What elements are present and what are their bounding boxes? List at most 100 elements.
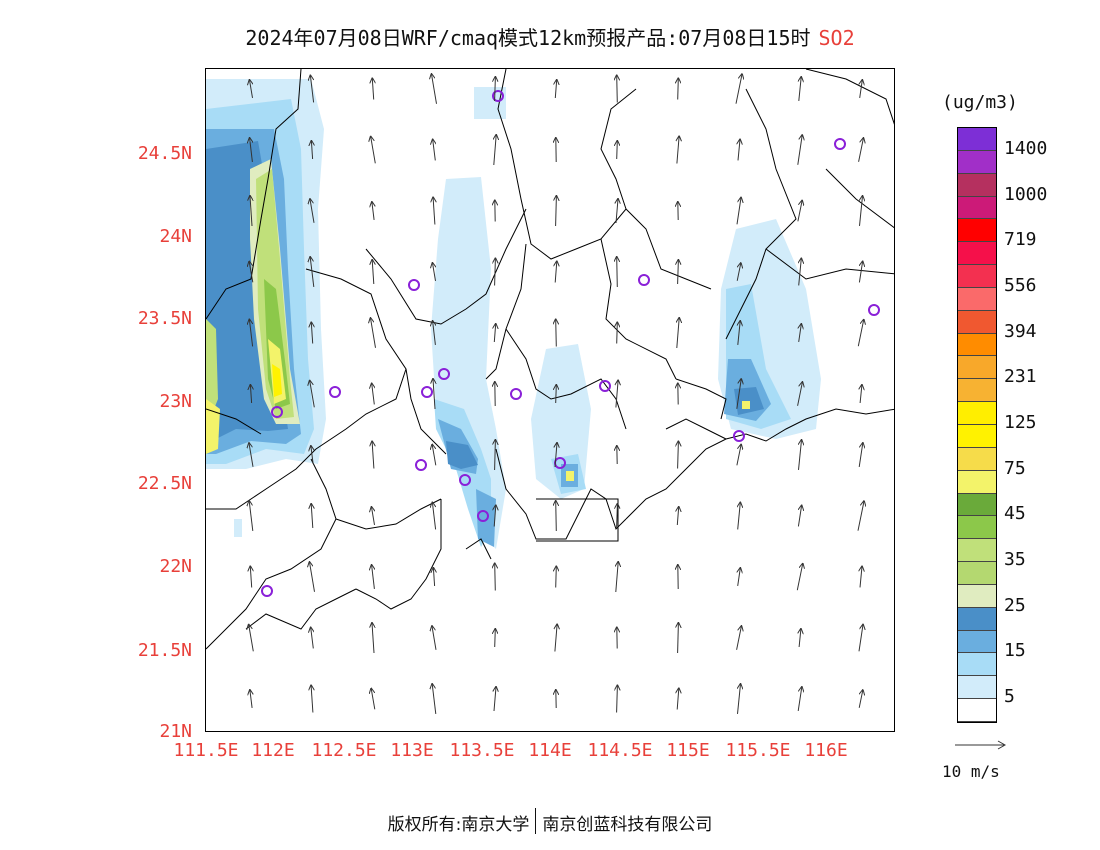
wind-vector <box>677 318 679 349</box>
wind-vector <box>249 443 254 467</box>
lon-label-115e: 115E <box>666 740 710 761</box>
map-frame[interactable] <box>205 68 895 732</box>
wind-vector <box>677 689 679 710</box>
wind-vector <box>678 623 679 654</box>
wind-vector <box>736 445 741 466</box>
wind-vector <box>737 684 741 714</box>
wind-vector <box>310 199 315 223</box>
wind-vector <box>799 77 801 101</box>
wind-vector <box>432 626 437 650</box>
wind-vector <box>616 199 618 224</box>
footer-company: 南京创蓝科技有限公司 <box>542 815 713 835</box>
map-title: 2024年07月08日WRF/cmaq模式12km预报产品:07月08日15时 S… <box>0 22 1100 51</box>
wind-vector <box>433 263 436 281</box>
colorbar-label: 25 <box>1004 594 1026 616</box>
wind-vector <box>738 321 740 345</box>
wind-vector <box>556 501 557 532</box>
colorbar-cell <box>958 516 996 540</box>
wind-vector <box>799 259 802 286</box>
colorbar-cell <box>958 676 996 700</box>
colorbar-label: 75 <box>1004 457 1026 479</box>
colorbar-cell <box>958 128 996 151</box>
wind-vector <box>738 503 741 530</box>
lat-label-23.5n: 23.5N <box>137 308 192 329</box>
wind-vector <box>617 257 618 288</box>
lon-label-113.5e: 113.5E <box>449 740 515 761</box>
colorbar-label: 394 <box>1004 320 1037 342</box>
footer-owner: 版权所有:南京大学 <box>387 815 530 835</box>
wind-vector <box>555 443 557 468</box>
wind-vector <box>250 690 252 708</box>
wind-reference-arrow <box>955 740 1007 750</box>
wind-vector <box>736 263 741 281</box>
wind-vector <box>249 501 254 531</box>
wind-vector <box>372 384 375 405</box>
wind-vector <box>495 564 496 591</box>
wind-vector <box>433 379 435 410</box>
wind-vector <box>494 135 496 166</box>
concentration-field <box>206 79 821 549</box>
wind-vector <box>677 137 679 164</box>
wind-vector <box>797 135 802 165</box>
wind-vector <box>556 320 557 347</box>
lon-label-116e: 116E <box>804 740 848 761</box>
wind-vector <box>738 568 741 586</box>
footer-separator <box>535 808 537 834</box>
colorbar <box>957 127 997 723</box>
wind-vector <box>678 79 679 100</box>
wind-vector <box>371 137 376 164</box>
colorbar-cell <box>958 607 996 631</box>
wind-vector <box>432 684 437 714</box>
wind-vector <box>249 262 254 283</box>
footer-copyright: 版权所有:南京大学 南京创蓝科技有限公司 <box>0 808 1100 835</box>
wind-vector <box>859 196 863 226</box>
wind-vector <box>858 690 863 708</box>
wind-vector <box>797 201 802 222</box>
wind-vector <box>555 625 557 652</box>
map-canvas <box>206 69 894 714</box>
wind-vector <box>494 687 496 712</box>
wind-vector <box>616 381 618 408</box>
wind-vector <box>310 381 315 408</box>
lat-label-21.5n: 21.5N <box>137 640 192 661</box>
wind-vector <box>859 262 862 283</box>
colorbar-cell <box>958 150 996 174</box>
wind-vector <box>433 140 436 161</box>
colorbar-cell <box>958 287 996 311</box>
colorbar-label: 1400 <box>1004 137 1048 159</box>
wind-vector <box>311 323 312 344</box>
colorbar-cell <box>958 447 996 471</box>
wind-vector <box>617 76 618 103</box>
wind-vector <box>250 385 251 404</box>
colorbar-cell <box>958 562 996 585</box>
wind-reference-label: 10 m/s <box>942 762 1000 781</box>
wind-vector <box>616 562 618 593</box>
colorbar-cell <box>958 424 996 448</box>
wind-vector <box>250 196 252 227</box>
wind-vector <box>372 507 375 525</box>
wind-vector <box>797 382 803 406</box>
wind-vector <box>249 320 254 347</box>
lat-label-22.5n: 22.5N <box>137 473 192 494</box>
colorbar-cell <box>958 196 996 220</box>
wind-vector <box>372 202 374 220</box>
wind-vector <box>310 257 315 287</box>
colorbar-cell <box>958 379 996 403</box>
wind-vector <box>736 379 741 409</box>
wind-vector <box>250 138 253 162</box>
wind-vector <box>432 74 437 104</box>
title-main: 2024年07月08日WRF/cmaq模式12km预报产品:07月08日15时 <box>245 26 811 50</box>
wind-vector <box>860 385 862 404</box>
colorbar-cell <box>958 333 996 357</box>
colorbar-cell <box>958 310 996 334</box>
wind-vector <box>433 321 436 345</box>
colorbar-cell <box>958 242 996 266</box>
wind-vector <box>372 442 374 469</box>
wind-vectors <box>249 74 864 714</box>
colorbar-unit: (ug/m3) <box>942 92 1018 113</box>
wind-vector <box>372 79 373 100</box>
monitoring-sites <box>261 90 880 597</box>
wind-vector <box>310 562 315 592</box>
wind-vector <box>556 385 557 404</box>
lon-label-114.5e: 114.5E <box>587 740 653 761</box>
